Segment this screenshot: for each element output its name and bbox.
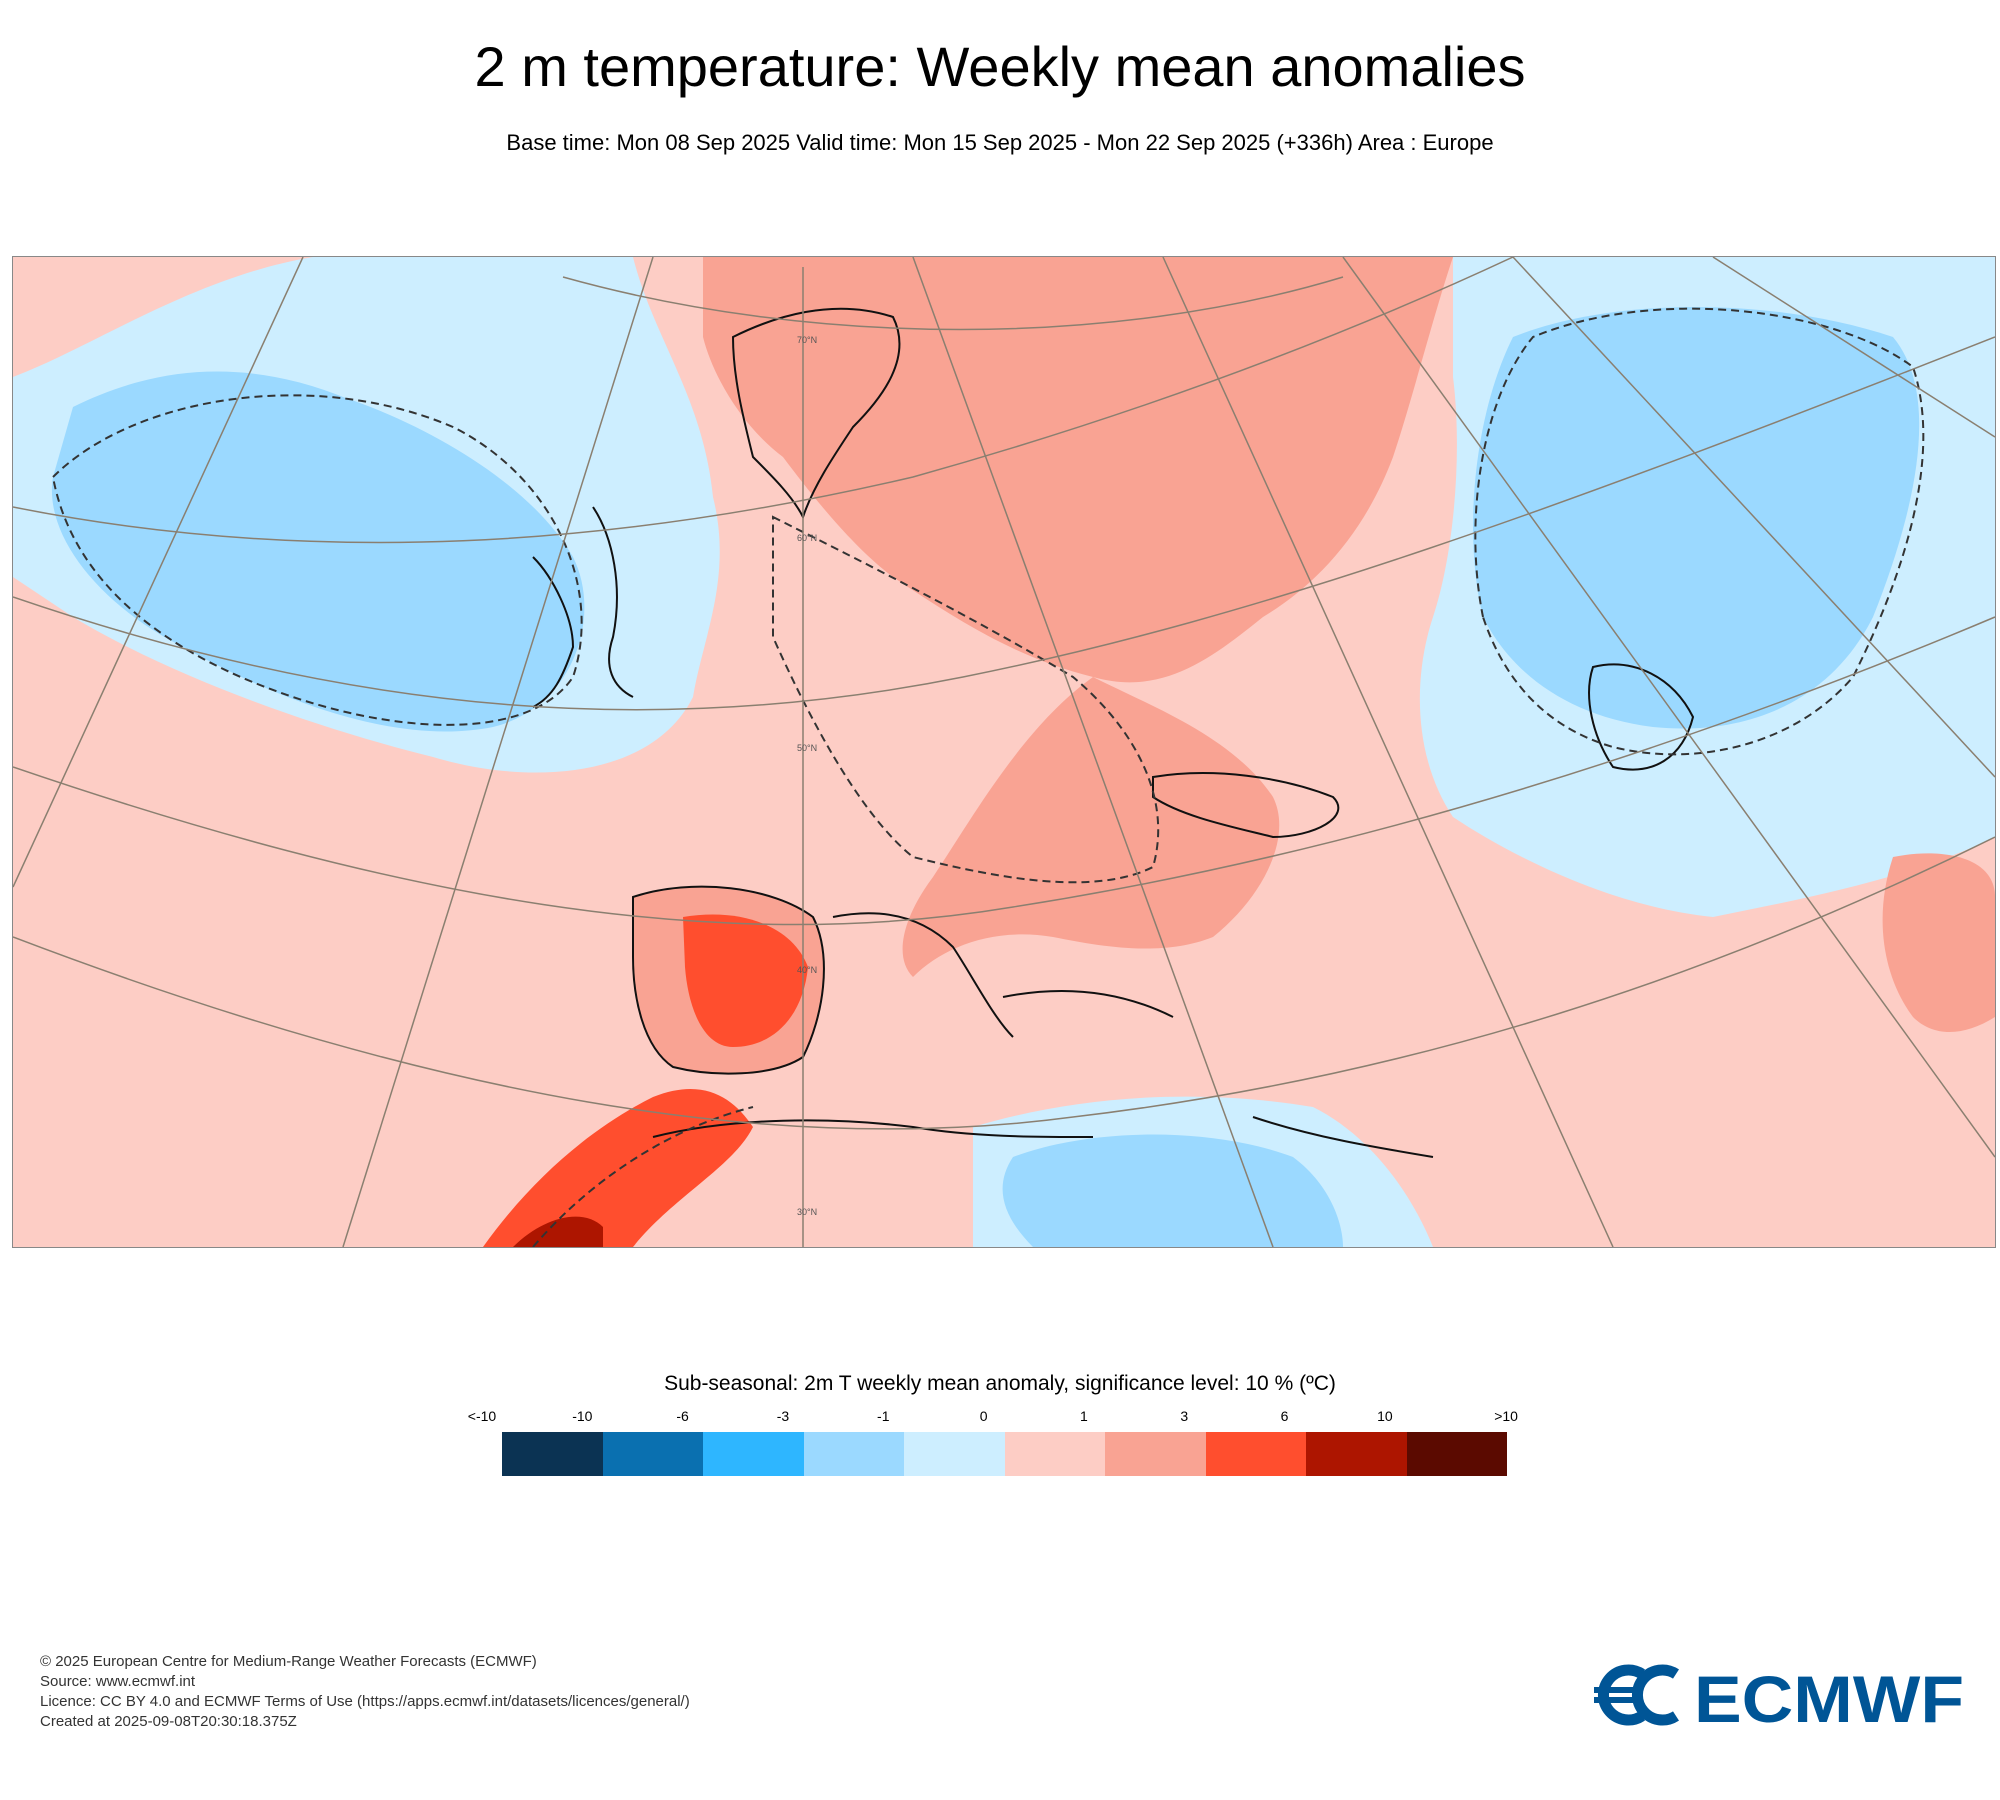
anomaly-field-russia-cold xyxy=(1473,307,1920,729)
coast-ireland xyxy=(532,556,575,708)
legend-swatch xyxy=(602,1432,703,1476)
meridian-6 xyxy=(1342,257,1995,1158)
legend-tick: 1 xyxy=(1080,1408,1088,1424)
legend-tick: -1 xyxy=(877,1408,890,1424)
lat-label-40: 40°N xyxy=(797,965,817,975)
lat-label-60: 60°N xyxy=(797,533,817,543)
coast-egypt xyxy=(1252,1116,1434,1158)
anomaly-field-atlantic-cold xyxy=(51,371,585,732)
legend-tick: -6 xyxy=(676,1408,689,1424)
parallel-50 xyxy=(13,336,1995,711)
legend-tick: -10 xyxy=(572,1408,593,1424)
legend-tick: 3 xyxy=(1180,1408,1189,1424)
chart-title: 2 m temperature: Weekly mean anomalies xyxy=(474,35,1526,98)
anomaly-field-iberia-hot xyxy=(683,914,808,1047)
legend-swatch xyxy=(1406,1432,1507,1476)
coast-britain xyxy=(592,506,634,698)
legend-colorbar xyxy=(502,1432,1507,1476)
meridian-1 xyxy=(13,257,304,888)
legend-swatch xyxy=(1306,1432,1407,1476)
coast-caspian-sea xyxy=(1588,663,1695,771)
legend-swatch xyxy=(1205,1432,1306,1476)
anomaly-field-morocco-hot xyxy=(483,1088,753,1247)
meridian-7 xyxy=(1512,257,1995,778)
coast-scandinavia xyxy=(731,307,901,520)
parallel-70 xyxy=(562,276,1344,331)
graticule xyxy=(13,257,1995,1247)
meridian-5 xyxy=(1162,257,1614,1247)
contour-atlantic xyxy=(51,394,583,726)
meridian-4 xyxy=(912,257,1274,1247)
legend-swatch xyxy=(502,1432,603,1476)
legend-tick: 6 xyxy=(1280,1408,1289,1424)
ecmwf-logo: ECMWF xyxy=(1594,1660,1968,1736)
contour-africa xyxy=(532,1106,754,1247)
lat-label-30: 30°N xyxy=(797,1207,817,1217)
legend-swatch xyxy=(1004,1432,1105,1476)
coast-italy xyxy=(832,912,1014,1038)
legend-swatch xyxy=(703,1432,804,1476)
legend-tick: 10 xyxy=(1377,1408,1393,1424)
meridian-2 xyxy=(342,257,654,1247)
anomaly-field-morocco-very-hot xyxy=(513,1216,603,1247)
map-canvas: 70°N 60°N 50°N 40°N 30°N xyxy=(13,257,1995,1247)
legend-tick: >10 xyxy=(1494,1408,1518,1424)
contour-central-europe xyxy=(772,515,1160,884)
legend-swatch xyxy=(803,1432,904,1476)
parallel-40 xyxy=(13,616,1995,926)
legend-ticks: <-10 -10 -6 -3 -1 0 1 3 6 10 >10 xyxy=(468,1408,1527,1428)
contour-russia xyxy=(1474,307,1925,756)
anomaly-field-middle-east-warm xyxy=(1882,853,1995,1032)
licence-line: Licence: CC BY 4.0 and ECMWF Terms of Us… xyxy=(40,1693,690,1710)
lat-label-70: 70°N xyxy=(797,335,817,345)
meridian-8 xyxy=(1712,257,1995,438)
svg-text:ECMWF: ECMWF xyxy=(1694,1662,1964,1730)
coast-balkans xyxy=(1002,990,1174,1018)
anomaly-field-africa-cold xyxy=(1002,1134,1343,1247)
chart-subtitle: Base time: Mon 08 Sep 2025 Valid time: M… xyxy=(506,130,1494,155)
footer: © 2025 European Centre for Medium-Range … xyxy=(40,1652,690,1732)
legend-tick: 0 xyxy=(979,1408,988,1424)
lat-label-50: 50°N xyxy=(797,743,817,753)
legend-swatch xyxy=(904,1432,1005,1476)
anomaly-map: 70°N 60°N 50°N 40°N 30°N xyxy=(12,256,1996,1248)
created-line: Created at 2025-09-08T20:30:18.375Z xyxy=(40,1713,297,1730)
source-line: Source: www.ecmwf.int xyxy=(40,1673,196,1690)
significance-contours xyxy=(51,307,1925,1247)
legend-tick: -3 xyxy=(776,1408,790,1424)
anomaly-field-scandinavia-warm xyxy=(703,257,1453,683)
coast-black-sea xyxy=(1152,772,1340,839)
legend-tick: <-10 xyxy=(467,1408,497,1424)
parallel-30 xyxy=(13,836,1995,1130)
coast-north-africa xyxy=(652,1119,1094,1138)
anomaly-field-east-europe-warm xyxy=(902,677,1280,977)
legend-swatch xyxy=(1105,1432,1206,1476)
parallel-60 xyxy=(13,257,1514,544)
ecmwf-logo-icon: ECMWF xyxy=(1594,1662,1964,1736)
legend-title: Sub-seasonal: 2m T weekly mean anomaly, … xyxy=(664,1372,1336,1395)
copyright-line: © 2025 European Centre for Medium-Range … xyxy=(40,1653,537,1670)
